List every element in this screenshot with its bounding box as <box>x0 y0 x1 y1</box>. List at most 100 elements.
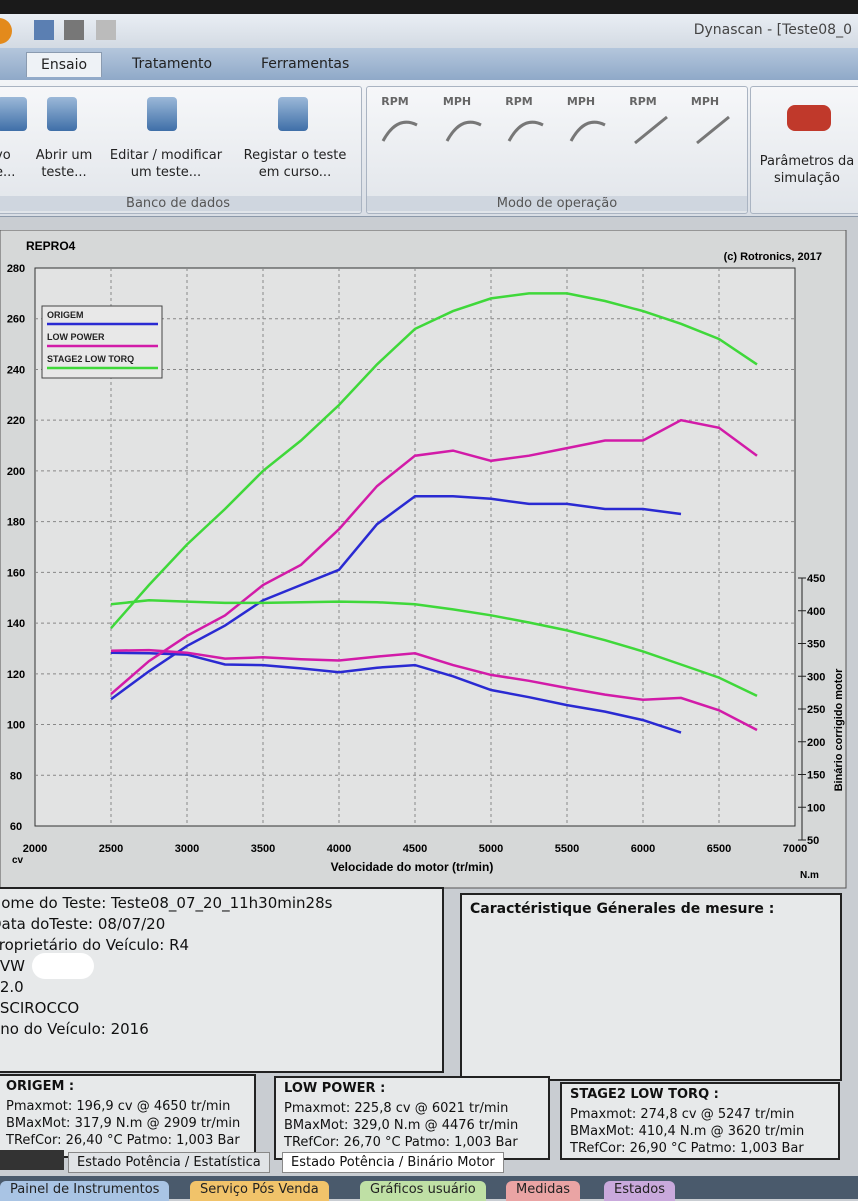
redaction <box>32 953 94 979</box>
stats-line: TRefCor: 26,90 °C Patmo: 1,003 Bar <box>570 1141 804 1156</box>
bottom-tab[interactable]: Medidas <box>506 1181 581 1201</box>
stats-title: LOW POWER : <box>284 1081 386 1096</box>
x-tick-label: 2000 <box>23 843 47 855</box>
y2-tick-label: 250 <box>807 704 825 716</box>
sheet-nav[interactable] <box>0 1150 64 1170</box>
bottom-tab[interactable]: Estados <box>604 1181 676 1201</box>
x-tick-label: 6000 <box>631 843 655 855</box>
bottom-tab[interactable]: Painel de Instrumentos <box>0 1181 170 1201</box>
info-row: Proprietário do Veículo: R4 <box>0 936 190 954</box>
quick-icon[interactable] <box>64 20 84 40</box>
ribbon-button[interactable]: Abrir um teste... <box>35 148 93 180</box>
y-tick-label: 60 <box>10 821 22 833</box>
y2-tick-label: 150 <box>807 770 825 782</box>
x-axis-label: Velocidade do motor (tr/min) <box>331 860 494 874</box>
y-tick-label: 80 <box>10 770 22 782</box>
mode-button[interactable]: RPM <box>629 95 657 108</box>
ribbon-button[interactable]: Parâmetros da simulação <box>759 154 855 186</box>
y-tick-label: 140 <box>7 618 25 630</box>
info-row: Data doTeste: 08/07/20 <box>0 915 166 933</box>
stats-line: TRefCor: 26,70 °C Patmo: 1,003 Bar <box>284 1135 518 1150</box>
y2-tick-label: 100 <box>807 802 825 814</box>
stats-line: Pmaxmot: 274,8 cv @ 5247 tr/min <box>570 1107 795 1122</box>
info-row: : 2.0 <box>0 978 24 996</box>
quick-icon[interactable] <box>96 20 116 40</box>
y-tick-label: 260 <box>7 314 25 326</box>
x-tick-label: 2500 <box>99 843 123 855</box>
info-row: : SCIROCCO <box>0 999 80 1017</box>
ribbon-tab[interactable]: Ensaio <box>26 52 103 77</box>
torque-line <box>110 651 682 734</box>
sheet-tab[interactable]: Estado Potência / Estatística <box>68 1152 270 1173</box>
mode-button[interactable]: MPH <box>566 95 596 108</box>
chart: REPRO4 (c) Rotronics, 2017 Velocidade do… <box>0 230 847 889</box>
icon <box>787 105 831 131</box>
icon <box>0 97 27 131</box>
stats-line: Pmaxmot: 225,8 cv @ 6021 tr/min <box>284 1101 509 1116</box>
ribbon-group: RPM MPH RPM MPH RPM MPH Modo de operação <box>366 86 748 214</box>
stats-title: STAGE2 LOW TORQ : <box>570 1087 719 1102</box>
legend-label: ORIGEM <box>47 310 84 320</box>
group-label: Modo de operação <box>367 196 747 211</box>
torque-line <box>110 599 758 698</box>
stats-line: BMaxMot: 329,0 N.m @ 4476 tr/min <box>284 1118 519 1133</box>
power-line <box>110 418 758 696</box>
info-row: Ano do Veículo: 2016 <box>0 1020 149 1038</box>
torque-line <box>110 648 758 732</box>
panel-title: Caractéristique Génerales de mesure : <box>470 901 775 917</box>
x-tick-label: 3000 <box>175 843 199 855</box>
ribbon-button[interactable]: Registar o teste em curso... <box>243 148 347 180</box>
chart-title: REPRO4 <box>26 239 76 253</box>
y-tick-label: 220 <box>7 415 25 427</box>
x-tick-label: 3500 <box>251 843 275 855</box>
group-label: Banco de dados <box>0 196 361 211</box>
window-title: Dynascan - [Teste08_0 <box>693 22 852 38</box>
icon <box>147 97 177 131</box>
stats-line: TRefCor: 26,40 °C Patmo: 1,003 Bar <box>6 1133 240 1148</box>
ribbon-tab[interactable]: Ferramentas <box>261 56 350 72</box>
ribbon-button[interactable]: vo e... <box>0 148 16 180</box>
bottom-tab[interactable]: Serviço Pós Venda <box>190 1181 329 1201</box>
x-tick-label: 5500 <box>555 843 579 855</box>
legend-label: LOW POWER <box>47 332 105 342</box>
y2-axis-label: N.m <box>800 870 819 881</box>
top-edge <box>0 0 858 14</box>
ribbon-button[interactable]: Editar / modificar um teste... <box>109 148 223 180</box>
stats-line: BMaxMot: 317,9 N.m @ 2909 tr/min <box>6 1116 241 1131</box>
bottom-tab[interactable]: Gráficos usuário <box>360 1181 486 1201</box>
y-tick-label: 280 <box>7 263 25 275</box>
mode-button[interactable]: RPM <box>505 95 533 108</box>
y-tick-label: 100 <box>7 720 25 732</box>
y-tick-label: 200 <box>7 466 25 478</box>
mode-button[interactable]: MPH <box>690 95 720 108</box>
x-tick-label: 6500 <box>707 843 731 855</box>
y2-tick-label: 450 <box>807 573 825 585</box>
characteristics-panel: Caractéristique Génerales de mesure : <box>460 893 842 1081</box>
y-axis-label: cv <box>12 855 24 866</box>
copyright: (c) Rotronics, 2017 <box>724 251 822 263</box>
y-tick-label: 160 <box>7 567 25 579</box>
info-rows: Nome do Teste: Teste08_07_20_11h30min28s… <box>0 893 332 1040</box>
legend-label: STAGE2 LOW TORQ <box>47 354 134 364</box>
x-tick-label: 4000 <box>327 843 351 855</box>
app-button[interactable] <box>0 18 12 44</box>
sheet-tab[interactable]: Estado Potência / Binário Motor <box>282 1152 504 1173</box>
x-tick-label: 4500 <box>403 843 427 855</box>
stats-panel: LOW POWER : Pmaxmot: 225,8 cv @ 6021 tr/m… <box>274 1076 550 1160</box>
ribbon-tab[interactable]: Tratamento <box>132 56 213 72</box>
mode-glyph <box>381 115 730 145</box>
y-tick-label: 120 <box>7 669 25 681</box>
y2-tick-label: 200 <box>807 737 825 749</box>
stats-line: Pmaxmot: 196,9 cv @ 4650 tr/min <box>6 1099 231 1114</box>
y-tick-label: 240 <box>7 364 25 376</box>
mode-button[interactable]: MPH <box>442 95 472 108</box>
mode-button[interactable]: RPM <box>381 95 409 108</box>
y2-tick-label: 50 <box>807 835 819 847</box>
y-tick-label: 180 <box>7 517 25 529</box>
y2-tick-label: 300 <box>807 671 825 683</box>
stats-panel: ORIGEM : Pmaxmot: 196,9 cv @ 4650 tr/min B… <box>0 1074 256 1158</box>
quick-icon[interactable] <box>34 20 54 40</box>
x-tick-label: 7000 <box>783 843 807 855</box>
tab-row <box>0 48 858 80</box>
